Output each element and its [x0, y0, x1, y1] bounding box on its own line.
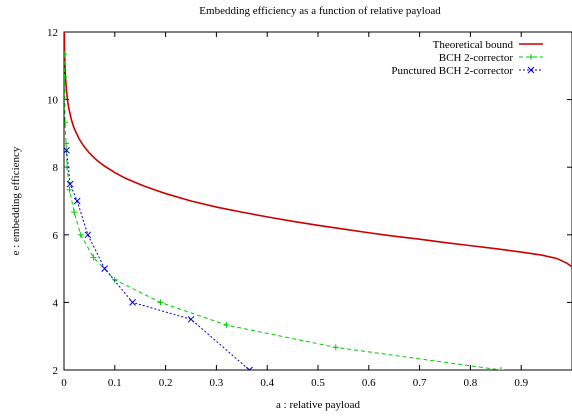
data-point — [90, 254, 97, 261]
plot-frame — [63, 31, 572, 371]
marker-stroke — [129, 299, 136, 306]
series-line — [64, 53, 501, 370]
x-tick-label: 0.1 — [108, 377, 122, 389]
data-point — [528, 54, 534, 60]
marker-stroke — [101, 265, 108, 272]
marker-stroke — [246, 366, 251, 370]
data-point — [66, 186, 73, 193]
x-tick-label: 0.8 — [464, 377, 478, 389]
data-point — [111, 276, 118, 283]
y-tick-label: 6 — [53, 230, 59, 242]
data-point — [157, 299, 164, 306]
series-bch-2-corrector — [64, 50, 504, 370]
data-point — [223, 322, 230, 329]
y-tick-label: 8 — [53, 162, 59, 174]
x-tick-label: 0.2 — [159, 377, 173, 389]
marker-stroke — [84, 231, 92, 239]
data-point — [84, 231, 92, 239]
y-tick-label: 4 — [53, 297, 59, 309]
series-layer — [64, 32, 572, 370]
data-point — [64, 164, 71, 171]
x-tick-label: 0.5 — [311, 377, 325, 389]
y-tick-label: 10 — [47, 95, 59, 107]
series-line — [64, 32, 572, 268]
data-point — [187, 315, 195, 323]
marker-stroke — [64, 146, 70, 154]
axis-ticks: 0 0.1 0.2 0.3 0.4 0.5 0.6 0.7 0.8 0.9 2 4 6 8 10 12 — [47, 27, 572, 389]
data-point — [129, 299, 136, 306]
marker-stroke — [187, 315, 195, 323]
y-tick-label: 12 — [47, 27, 58, 39]
data-point — [73, 197, 81, 205]
x-tick-label: 0.9 — [514, 377, 528, 389]
data-point — [64, 50, 68, 57]
series-line — [66, 150, 250, 370]
x-tick-label: 0.4 — [260, 377, 274, 389]
data-point — [71, 209, 78, 216]
data-point — [64, 146, 70, 154]
data-point — [101, 265, 108, 272]
x-tick-label: 0.3 — [210, 377, 224, 389]
chart-title: Embedding efficiency as a function of re… — [199, 5, 441, 17]
series-theoretical-bound — [64, 32, 572, 268]
data-point — [77, 231, 84, 238]
x-axis-label: a : relative payload — [276, 399, 360, 411]
data-point — [66, 180, 74, 188]
series-punctured-bch-2-corrector — [64, 146, 253, 370]
data-point — [64, 140, 70, 147]
y-axis-label: e : embedding efficiency — [10, 146, 22, 255]
data-point — [497, 367, 504, 370]
legend-label: BCH 2-corrector — [439, 52, 514, 64]
data-point — [246, 366, 253, 370]
y-tick-label: 2 — [53, 365, 59, 377]
legend-label: Theoretical bound — [433, 39, 514, 51]
x-tick-label: 0.6 — [362, 377, 376, 389]
data-point — [64, 73, 68, 80]
marker-stroke — [248, 366, 253, 370]
marker-stroke — [527, 66, 535, 74]
marker-stroke — [66, 180, 74, 188]
x-tick-label: 0.7 — [413, 377, 427, 389]
legend-label: Punctured BCH 2-corrector — [391, 65, 513, 77]
data-point — [64, 119, 69, 126]
x-tick-label: 0 — [61, 377, 67, 389]
marker-stroke — [73, 197, 81, 205]
data-point — [527, 66, 535, 74]
data-point — [332, 344, 339, 351]
